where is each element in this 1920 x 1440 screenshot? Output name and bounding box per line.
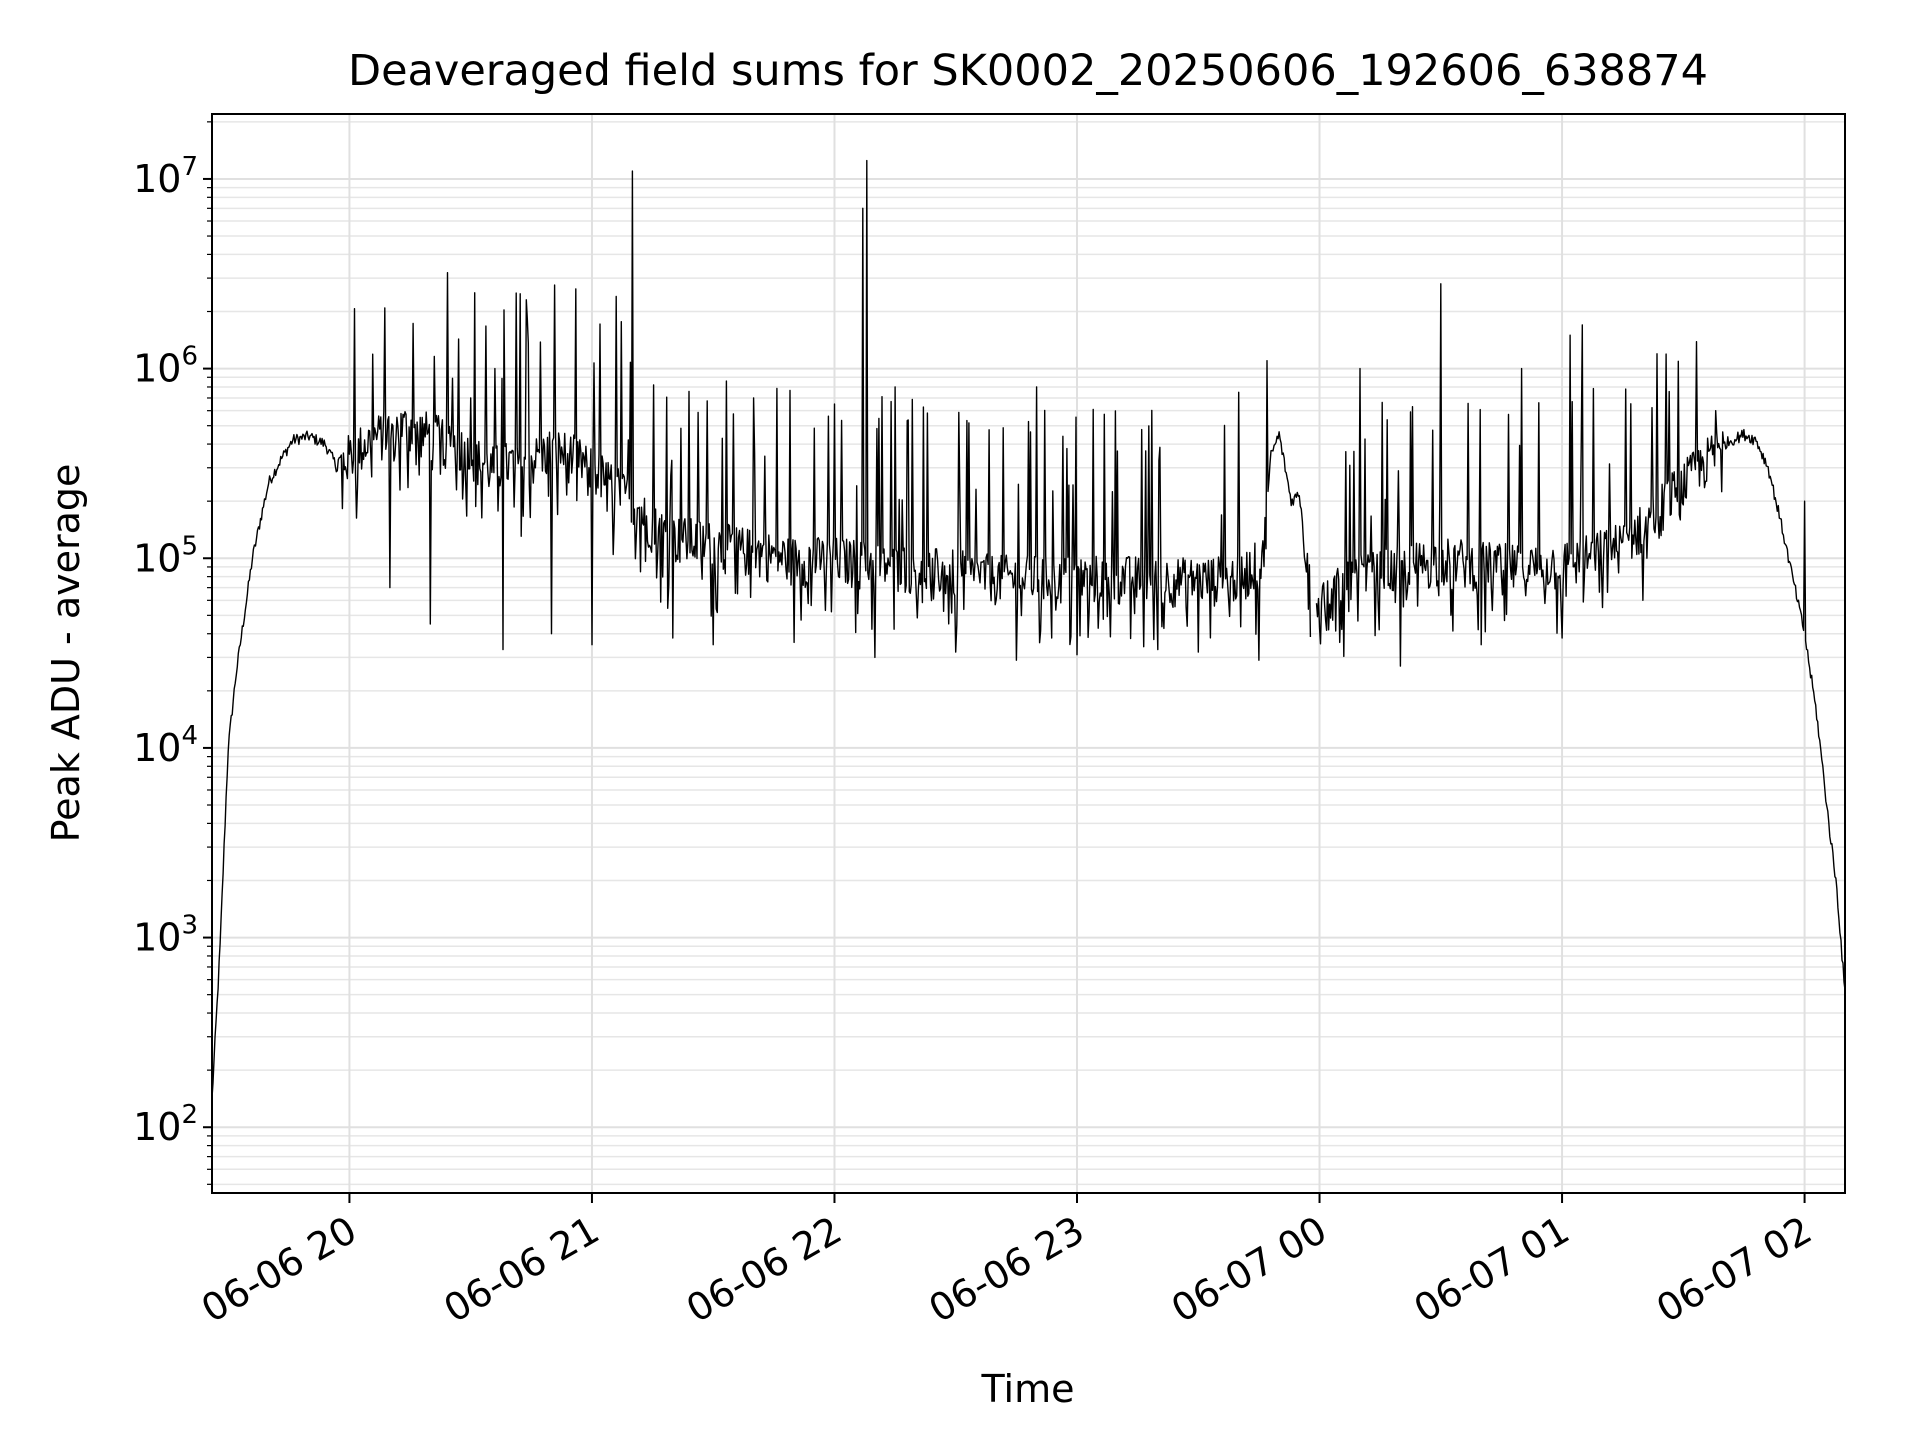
y-tick-exponent: 4 [181,721,198,751]
y-tick-base: 10 [133,157,181,201]
y-tick-exponent: 6 [181,342,198,372]
plot-area [211,159,1846,1098]
y-tick-exponent: 3 [181,911,198,941]
y-tick-label: 106 [133,342,198,391]
y-tick-label: 107 [133,152,198,201]
chart-title: Deaveraged field sums for SK0002_2025060… [348,46,1708,96]
y-tick-label: 102 [133,1100,198,1149]
y-tick-base: 10 [133,347,181,391]
data-series-line [211,159,1846,1098]
grid [212,114,1845,1193]
y-tick-exponent: 5 [181,531,198,561]
y-tick-base: 10 [133,536,181,580]
plot-frame [211,113,1846,1194]
x-axis-label: Time [981,1367,1075,1411]
y-axis-label: Peak ADU - average [44,464,88,843]
y-tick-base: 10 [133,726,181,770]
y-tick-base: 10 [133,916,181,960]
y-tick-label: 105 [133,531,198,580]
y-tick-exponent: 2 [181,1100,198,1130]
y-tick-base: 10 [133,1105,181,1149]
y-tick-exponent: 7 [181,152,198,182]
y-tick-label: 103 [133,911,198,960]
y-tick-label: 104 [133,721,198,770]
